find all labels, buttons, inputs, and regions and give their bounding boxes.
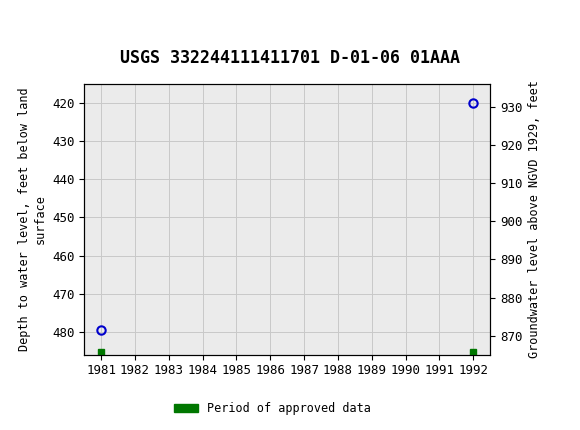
Y-axis label: Groundwater level above NGVD 1929, feet: Groundwater level above NGVD 1929, feet [528,80,541,358]
Text: ≋USGS: ≋USGS [9,11,67,30]
Text: USGS 332244111411701 D-01-06 01AAA: USGS 332244111411701 D-01-06 01AAA [120,49,460,67]
Y-axis label: Depth to water level, feet below land
surface: Depth to water level, feet below land su… [19,87,46,351]
Legend: Period of approved data: Period of approved data [169,397,376,420]
